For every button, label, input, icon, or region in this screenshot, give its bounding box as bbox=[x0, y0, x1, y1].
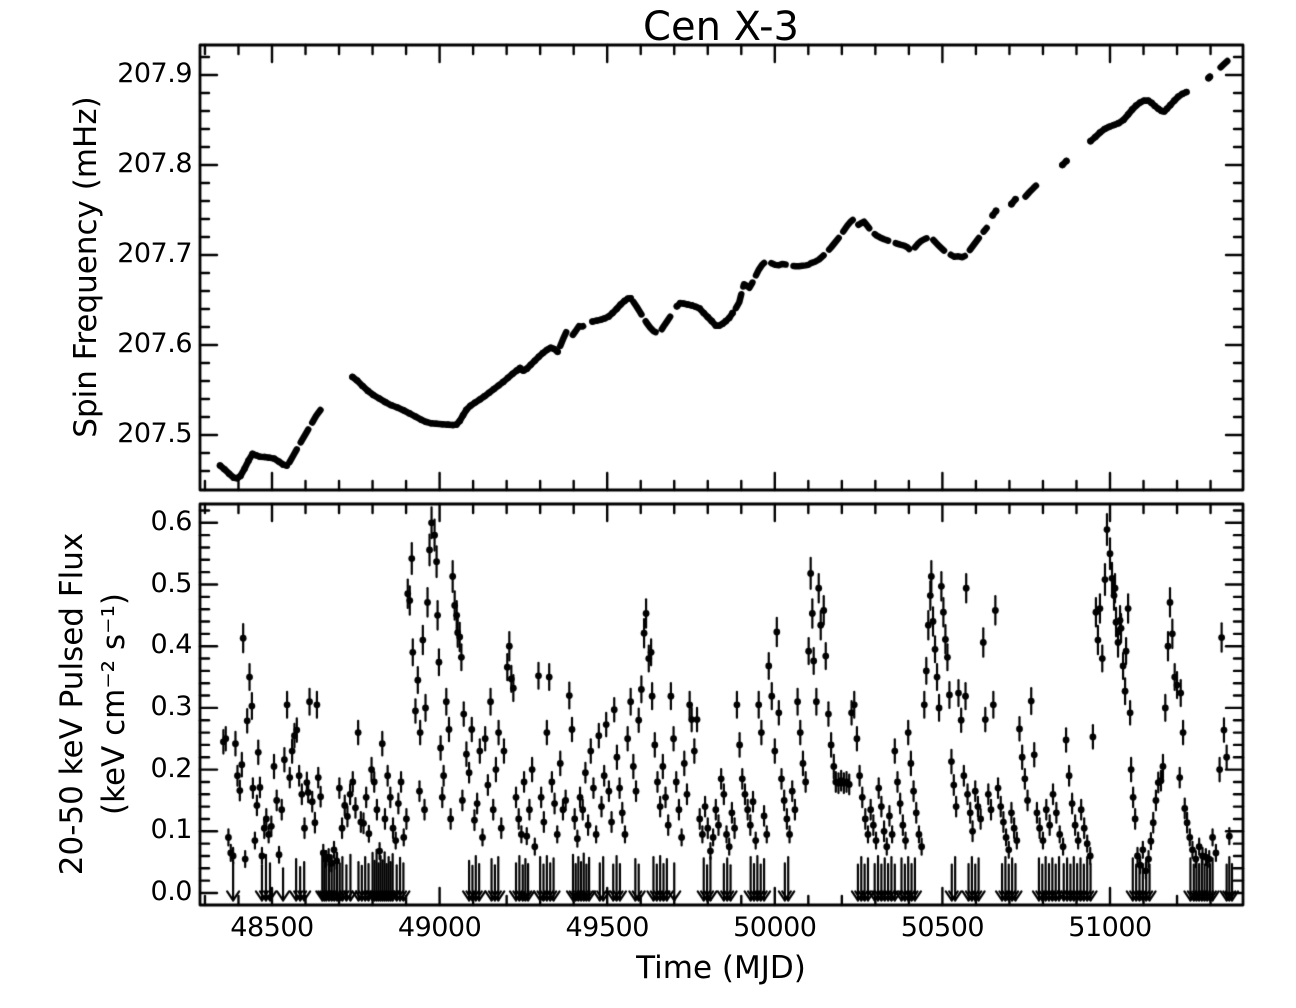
pulsed-flux-tick-label: 0.2 bbox=[150, 752, 193, 784]
chart-title: Cen X-3 bbox=[643, 4, 799, 50]
time-tick-label: 49000 bbox=[397, 912, 482, 943]
spin-frequency-tick-label: 207.5 bbox=[117, 418, 192, 449]
spin-frequency-tick-label: 207.6 bbox=[117, 328, 192, 359]
pulsed-flux-tick-label: 0.4 bbox=[150, 629, 193, 661]
x-axis-label: Time (MJD) bbox=[636, 950, 806, 986]
pulsed-flux-tick-label: 0.0 bbox=[150, 876, 193, 907]
spin-frequency-tick-label: 207.7 bbox=[117, 238, 192, 269]
time-tick-label: 49500 bbox=[565, 912, 649, 943]
time-tick-label: 48500 bbox=[230, 912, 314, 943]
pulsed-flux-tick-label: 0.5 bbox=[150, 567, 193, 599]
y-axis-label-pulsed-flux-line1: 20-50 keV Pulsed Flux bbox=[54, 532, 90, 876]
spin-frequency-tick-label: 207.8 bbox=[117, 148, 192, 179]
time-tick-label: 50000 bbox=[733, 912, 817, 943]
time-tick-label: 50500 bbox=[900, 912, 985, 943]
pulsed-flux-tick-label: 0.6 bbox=[150, 505, 193, 537]
pulsed-flux-tick-label: 0.1 bbox=[150, 814, 193, 846]
spin-frequency-tick-label: 207.9 bbox=[117, 58, 192, 89]
pulsed-flux-tick-label: 0.3 bbox=[150, 690, 193, 722]
time-tick-label: 51000 bbox=[1068, 912, 1152, 943]
